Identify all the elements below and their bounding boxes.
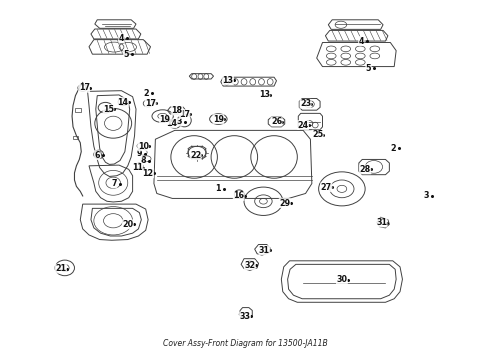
Text: 15: 15 bbox=[103, 105, 114, 114]
Text: Cover Assy-Front Diagram for 13500-JA11B: Cover Assy-Front Diagram for 13500-JA11B bbox=[163, 339, 327, 348]
Text: 19: 19 bbox=[213, 114, 224, 123]
Text: 11: 11 bbox=[132, 163, 143, 172]
Text: 25: 25 bbox=[312, 130, 323, 139]
Text: 7: 7 bbox=[111, 179, 117, 188]
Text: 31: 31 bbox=[376, 218, 387, 227]
Text: 30: 30 bbox=[337, 275, 347, 284]
Text: 29: 29 bbox=[279, 198, 290, 207]
Text: 17: 17 bbox=[79, 84, 90, 93]
Text: 14: 14 bbox=[118, 98, 128, 107]
Text: 13: 13 bbox=[222, 76, 234, 85]
Text: 6: 6 bbox=[95, 151, 100, 160]
Text: 8: 8 bbox=[141, 156, 146, 165]
Text: 21: 21 bbox=[55, 264, 67, 273]
Text: 24: 24 bbox=[297, 121, 309, 130]
Text: 22: 22 bbox=[190, 151, 201, 160]
Text: 31: 31 bbox=[259, 246, 270, 255]
Text: 33: 33 bbox=[240, 312, 250, 321]
Text: 4: 4 bbox=[359, 37, 364, 46]
Text: 5: 5 bbox=[366, 64, 371, 73]
Text: 13: 13 bbox=[259, 90, 270, 99]
Text: 14: 14 bbox=[166, 119, 177, 128]
Text: 27: 27 bbox=[321, 183, 332, 192]
Text: 5: 5 bbox=[123, 50, 129, 59]
Text: 9: 9 bbox=[137, 149, 142, 158]
Text: 32: 32 bbox=[245, 261, 255, 270]
Text: 18: 18 bbox=[172, 106, 183, 115]
Text: 16: 16 bbox=[233, 192, 244, 201]
Text: 10: 10 bbox=[138, 142, 149, 151]
Text: 12: 12 bbox=[143, 169, 154, 178]
Text: 26: 26 bbox=[271, 117, 282, 126]
Text: 23: 23 bbox=[300, 99, 311, 108]
Text: 17: 17 bbox=[179, 109, 190, 118]
Text: 2: 2 bbox=[143, 89, 148, 98]
Text: 20: 20 bbox=[122, 220, 133, 229]
Text: 3: 3 bbox=[424, 192, 429, 201]
Text: 17: 17 bbox=[145, 99, 156, 108]
Text: 19: 19 bbox=[160, 115, 171, 124]
Text: 1: 1 bbox=[216, 184, 221, 193]
Text: 4: 4 bbox=[119, 34, 124, 43]
Text: 28: 28 bbox=[360, 165, 371, 174]
Text: 2: 2 bbox=[390, 144, 395, 153]
Text: 3: 3 bbox=[177, 117, 182, 126]
